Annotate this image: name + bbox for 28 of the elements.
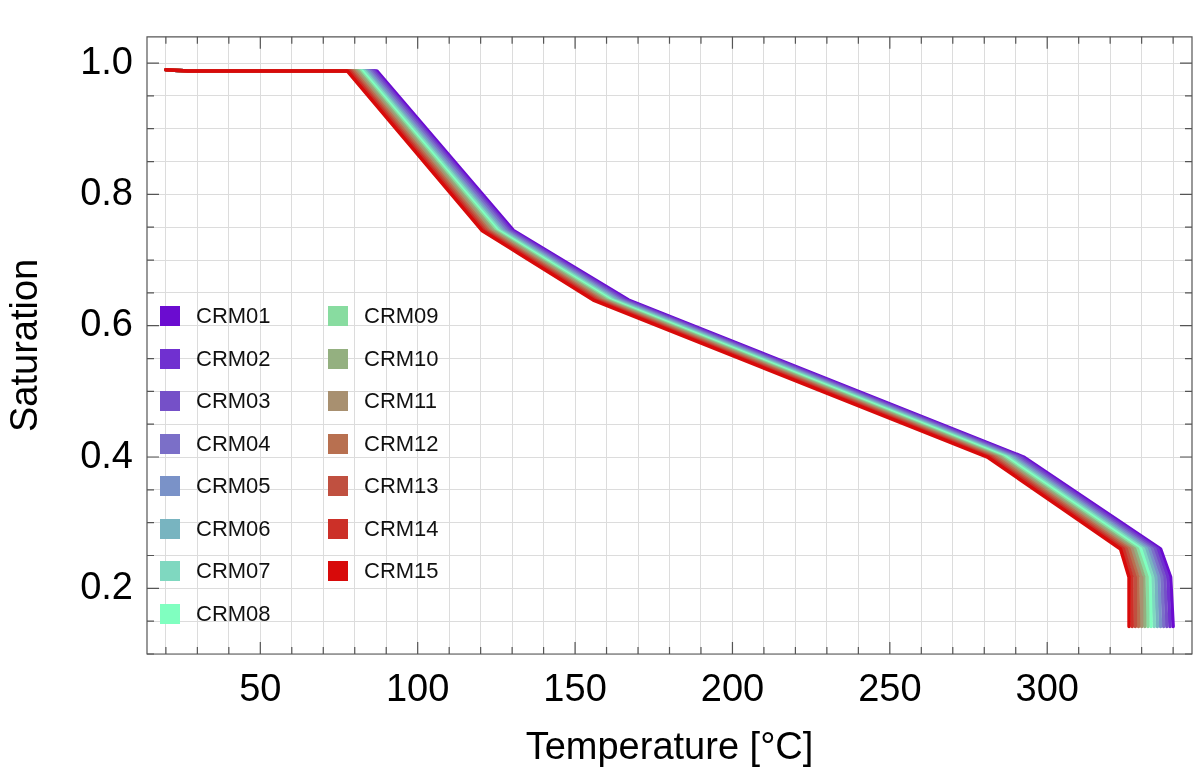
legend-label: CRM04 [196, 430, 271, 457]
y-tick-label: 1.0 [80, 39, 133, 82]
y-tick-label: 0.6 [80, 302, 133, 345]
x-tick-label: 250 [858, 667, 922, 710]
legend-label: CRM14 [364, 515, 439, 542]
y-tick-label: 0.8 [80, 170, 133, 213]
legend-label: CRM08 [196, 600, 271, 627]
x-tick-label: 300 [1015, 667, 1079, 710]
y-axis-title: Saturation [3, 258, 46, 433]
legend-label: CRM06 [196, 515, 271, 542]
x-tick-label: 50 [239, 667, 282, 710]
x-tick-label: 150 [543, 667, 607, 710]
legend-label: CRM09 [364, 303, 439, 330]
legend-label: CRM03 [196, 388, 271, 415]
legend-label: CRM01 [196, 303, 271, 330]
legend-label: CRM02 [196, 345, 271, 372]
y-tick-label: 0.2 [80, 564, 133, 607]
legend-label: CRM11 [364, 388, 437, 415]
x-tick-label: 200 [700, 667, 765, 710]
legend-label: CRM07 [196, 558, 271, 585]
x-tick-label: 100 [385, 667, 450, 710]
legend-label: CRM13 [364, 473, 439, 500]
legend-label: CRM10 [364, 345, 439, 372]
legend-label: CRM12 [364, 430, 439, 457]
y-tick-label: 0.4 [80, 433, 133, 476]
legend-label: CRM15 [364, 558, 439, 585]
legend-label: CRM05 [196, 473, 271, 500]
x-axis-title: Temperature [°C] [525, 724, 814, 767]
